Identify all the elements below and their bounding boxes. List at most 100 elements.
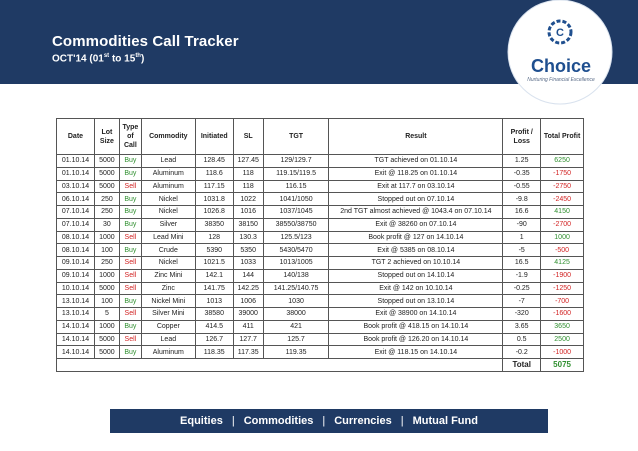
result-cell: Stopped out on 14.10.14 bbox=[328, 268, 504, 283]
lot-size-cell: 250 bbox=[93, 192, 120, 206]
call-type-cell: Buy bbox=[118, 166, 142, 181]
total-profit-cell: -1250 bbox=[540, 281, 584, 296]
footer-banner: Equities | Commodities | Currencies | Mu… bbox=[110, 409, 548, 433]
date-cell: 09.10.14 bbox=[56, 268, 95, 283]
col-header-sl: SL bbox=[232, 118, 264, 155]
sl-cell: 144 bbox=[232, 268, 264, 283]
table-row: 03.10.14 5000 Sell Aluminum 117.15 118 116.15 E… bbox=[56, 179, 584, 194]
initiated-cell: 5390 bbox=[194, 243, 234, 257]
initiated-cell: 142.1 bbox=[194, 268, 234, 283]
call-type-cell: Buy bbox=[118, 345, 142, 359]
total-profit-cell: -2750 bbox=[540, 179, 584, 194]
profit-loss-cell: 1.25 bbox=[502, 154, 542, 168]
tgt-cell: 1030 bbox=[262, 294, 330, 308]
total-profit-cell: -1750 bbox=[540, 166, 584, 181]
tgt-cell: 5430/5470 bbox=[262, 243, 330, 257]
sl-cell: 117.35 bbox=[232, 345, 264, 359]
initiated-cell: 414.5 bbox=[194, 319, 234, 334]
tgt-cell: 119.15/119.5 bbox=[262, 166, 330, 181]
table-row: 08.10.14 100 Buy Crude 5390 5350 5430/5470 Exit… bbox=[56, 243, 584, 257]
commodity-cell: Lead bbox=[140, 154, 196, 168]
commodity-cell: Silver Mini bbox=[140, 307, 196, 321]
date-cell: 09.10.14 bbox=[56, 256, 95, 270]
date-cell: 08.10.14 bbox=[56, 230, 95, 245]
sl-cell: 1022 bbox=[232, 192, 264, 206]
table-row: 06.10.14 250 Buy Nickel 1031.8 1022 1041/1050 S… bbox=[56, 192, 584, 206]
profit-loss-cell: -9.8 bbox=[502, 192, 542, 206]
initiated-cell: 126.7 bbox=[194, 332, 234, 347]
sl-cell: 1033 bbox=[232, 256, 264, 270]
result-cell: Exit @ 5385 on 08.10.14 bbox=[328, 243, 504, 257]
profit-loss-cell: 1 bbox=[502, 230, 542, 245]
table-row: 14.10.14 5000 Sell Lead 126.7 127.7 125.7 Book … bbox=[56, 332, 584, 347]
result-cell: Exit @ 38260 on 07.10.14 bbox=[328, 217, 504, 232]
date-cell: 08.10.14 bbox=[56, 243, 95, 257]
profit-loss-cell: -1.9 bbox=[502, 268, 542, 283]
commodity-cell: Aluminum bbox=[140, 179, 196, 194]
sl-cell: 118 bbox=[232, 179, 264, 194]
tgt-cell: 141.25/140.75 bbox=[262, 281, 330, 296]
call-type-cell: Buy bbox=[118, 205, 142, 219]
sl-cell: 39000 bbox=[232, 307, 264, 321]
profit-loss-cell: -0.25 bbox=[502, 281, 542, 296]
call-type-cell: Buy bbox=[118, 217, 142, 232]
lot-size-cell: 5000 bbox=[93, 166, 120, 181]
sl-cell: 5350 bbox=[232, 243, 264, 257]
initiated-cell: 38580 bbox=[194, 307, 234, 321]
commodity-cell: Lead bbox=[140, 332, 196, 347]
lot-size-cell: 30 bbox=[93, 217, 120, 232]
commodity-cell: Crude bbox=[140, 243, 196, 257]
profit-loss-cell: 3.65 bbox=[502, 319, 542, 334]
tgt-cell: 1041/1050 bbox=[262, 192, 330, 206]
lot-size-cell: 5000 bbox=[93, 154, 120, 168]
tgt-cell: 129/129.7 bbox=[262, 154, 330, 168]
lot-size-cell: 250 bbox=[93, 205, 120, 219]
table-row: 07.10.14 250 Buy Nickel 1026.8 1016 1037/1045 2… bbox=[56, 205, 584, 219]
total-profit-cell: -2450 bbox=[540, 192, 584, 206]
sl-cell: 127.7 bbox=[232, 332, 264, 347]
date-cell: 14.10.14 bbox=[56, 332, 95, 347]
total-profit-cell: 4125 bbox=[540, 256, 584, 270]
choice-logo-icon: C bbox=[507, 0, 613, 105]
total-profit-cell: 1000 bbox=[540, 230, 584, 245]
sl-cell: 38150 bbox=[232, 217, 264, 232]
footer-separator: | bbox=[322, 415, 326, 427]
profit-loss-cell: -90 bbox=[502, 217, 542, 232]
sl-cell: 142.25 bbox=[232, 281, 264, 296]
call-type-cell: Buy bbox=[118, 294, 142, 308]
initiated-cell: 128.45 bbox=[194, 154, 234, 168]
commodity-cell: Zinc Mini bbox=[140, 268, 196, 283]
col-header-date: Date bbox=[56, 118, 95, 155]
footer-separator: | bbox=[400, 415, 404, 427]
date-cell: 14.10.14 bbox=[56, 345, 95, 359]
result-cell: Exit @ 142 on 10.10.14 bbox=[328, 281, 504, 296]
logo-letter: C bbox=[556, 27, 564, 39]
commodity-cell: Nickel Mini bbox=[140, 294, 196, 308]
commodity-cell: Nickel bbox=[140, 205, 196, 219]
tgt-cell: 38000 bbox=[262, 307, 330, 321]
initiated-cell: 1013 bbox=[194, 294, 234, 308]
result-cell: TGT 2 achieved on 10.10.14 bbox=[328, 256, 504, 270]
date-cell: 01.10.14 bbox=[56, 166, 95, 181]
table-row: 08.10.14 1000 Sell Lead Mini 128 130.3 125.5/1… bbox=[56, 230, 584, 245]
tgt-cell: 140/138 bbox=[262, 268, 330, 283]
total-profit-cell: -500 bbox=[540, 243, 584, 257]
total-profit-cell: -1900 bbox=[540, 268, 584, 283]
initiated-cell: 1031.8 bbox=[194, 192, 234, 206]
lot-size-cell: 5000 bbox=[93, 345, 120, 359]
table-row: 14.10.14 1000 Buy Copper 414.5 411 421 Book pro… bbox=[56, 319, 584, 334]
date-cell: 07.10.14 bbox=[56, 205, 95, 219]
total-row: Total 5075 bbox=[55, 358, 584, 372]
date-cell: 07.10.14 bbox=[56, 217, 95, 232]
initiated-cell: 128 bbox=[194, 230, 234, 245]
date-cell: 13.10.14 bbox=[56, 307, 95, 321]
sl-cell: 130.3 bbox=[232, 230, 264, 245]
result-cell: Exit at 117.7 on 03.10.14 bbox=[328, 179, 504, 194]
table-row: 13.10.14 5 Sell Silver Mini 38580 39000 38000 E… bbox=[56, 307, 584, 321]
col-header-profit-loss: Profit / Loss bbox=[502, 118, 542, 155]
table-row: 01.10.14 5000 Buy Lead 128.45 127.45 129/129.7… bbox=[56, 154, 584, 168]
call-type-cell: Sell bbox=[118, 256, 142, 270]
initiated-cell: 1021.5 bbox=[194, 256, 234, 270]
footer-item-commodities: Commodities bbox=[243, 415, 314, 427]
col-header-commodity: Commodity bbox=[140, 118, 196, 155]
